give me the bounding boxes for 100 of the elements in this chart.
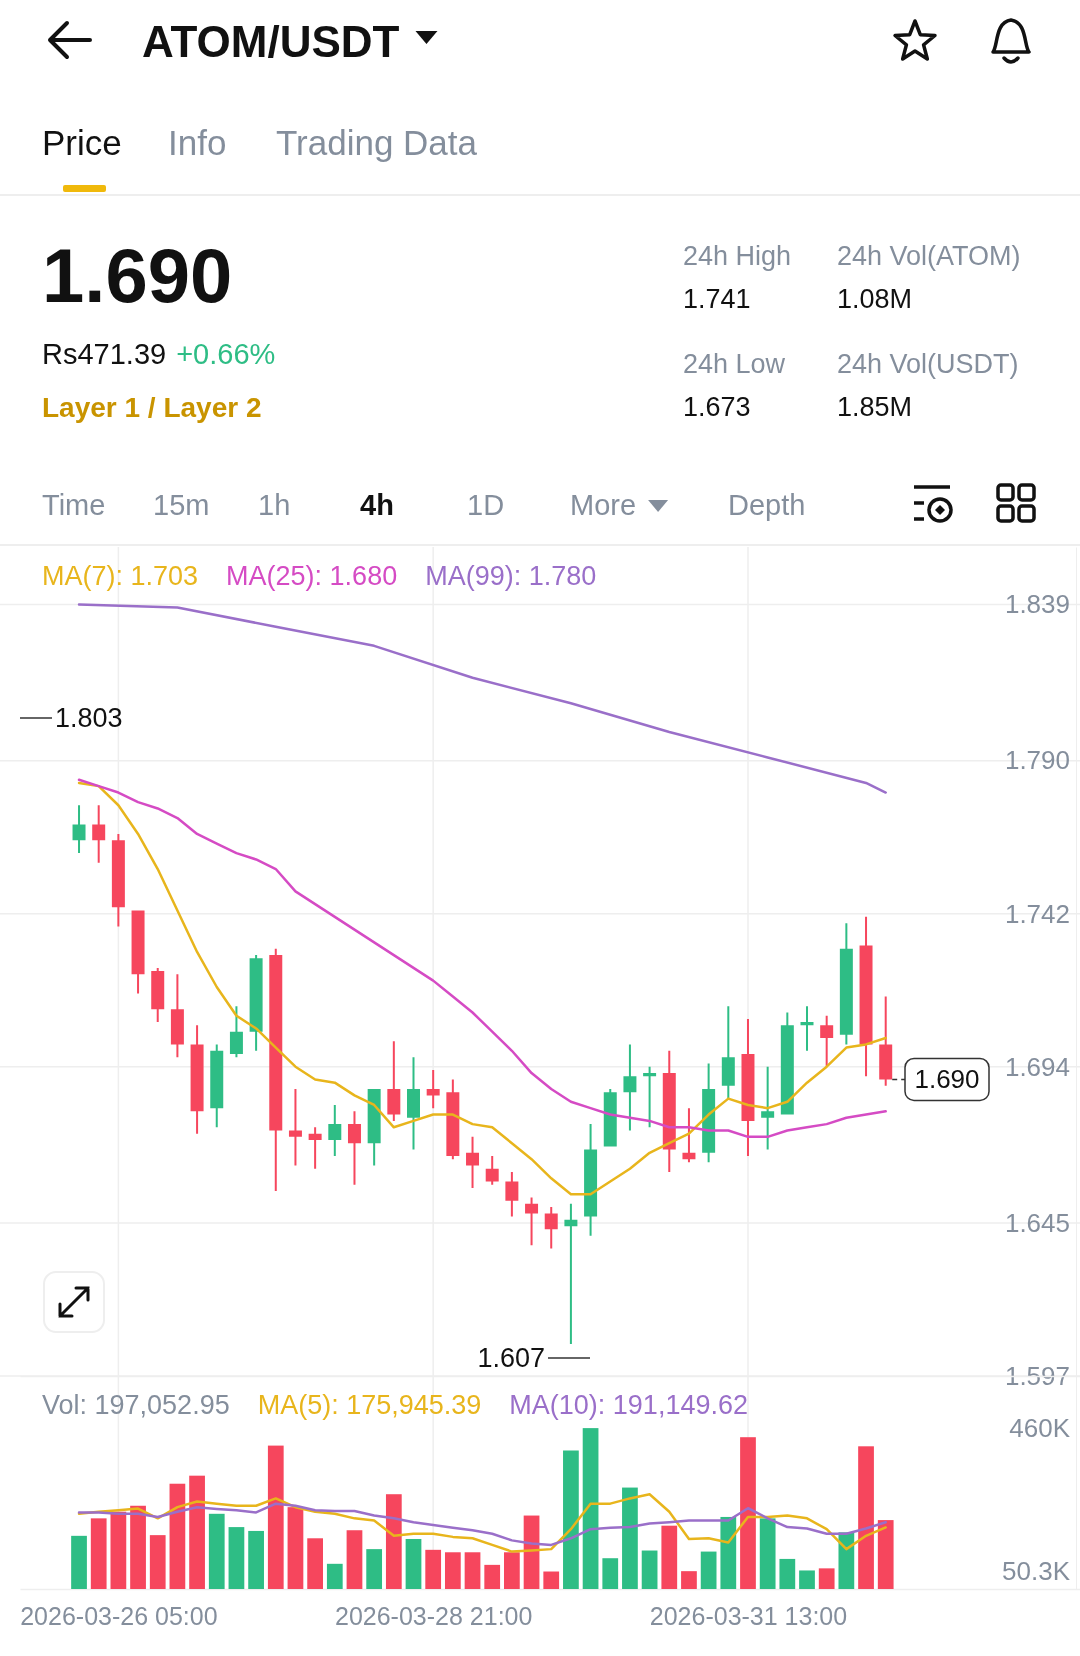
bar: [149, 1535, 166, 1589]
text: MA(10): 191,149.62: [509, 1390, 748, 1420]
candlestick: [328, 1104, 342, 1156]
candlestick: [702, 1063, 716, 1163]
text: 24h High: [683, 241, 792, 271]
text: 1.08M: [837, 284, 913, 314]
candlestick: [229, 1006, 243, 1058]
bar: [681, 1571, 697, 1589]
bar: [169, 1483, 186, 1589]
bar: [307, 1538, 323, 1589]
candlestick: [721, 1006, 735, 1099]
x-tick-label: 2026-03-31 13:00: [649, 1601, 848, 1630]
candlestick: [800, 1006, 814, 1051]
text: MA(7): 1.703: [42, 561, 199, 591]
bar: [326, 1563, 343, 1589]
text: Info: [168, 123, 227, 162]
line-series: [77, 1502, 887, 1547]
candlestick: [170, 974, 184, 1058]
bar: [267, 1445, 284, 1589]
text: Rs471.39: [42, 338, 167, 370]
bar: [661, 1525, 678, 1589]
bar: [110, 1511, 127, 1589]
bar: [858, 1446, 874, 1589]
candlestick: [308, 1127, 322, 1169]
candlestick: [839, 923, 853, 1045]
candlestick: [407, 1057, 420, 1150]
text: 24h Vol(ATOM): [837, 241, 1021, 271]
text: Depth: [728, 489, 806, 521]
candlestick: [72, 805, 86, 854]
candlestick: [111, 833, 125, 927]
candlestick: [131, 910, 145, 994]
text: MA(5): 175,945.39: [257, 1390, 482, 1420]
candlestick: [564, 1203, 578, 1345]
candlestick: [603, 1089, 617, 1147]
bar: [71, 1535, 87, 1589]
candlestick: [466, 1136, 480, 1188]
y-tick-label: 1.742: [1004, 898, 1070, 929]
bar: [582, 1428, 599, 1589]
bar: [700, 1551, 717, 1589]
candlestick: [584, 1124, 598, 1236]
candlestick: [269, 948, 283, 1192]
bar: [740, 1437, 756, 1589]
series-label: Vol: 197,052.95: [42, 1390, 230, 1420]
bar: [366, 1549, 383, 1589]
text: 1.741: [683, 284, 751, 314]
text: 4h: [360, 489, 394, 521]
candlestick: [485, 1156, 499, 1185]
text: Trading Data: [276, 123, 478, 162]
text: Price: [42, 123, 122, 162]
candlestick: [505, 1171, 519, 1217]
bar: [563, 1450, 579, 1589]
candlestick: [367, 1089, 381, 1166]
candlestick: [859, 916, 873, 1077]
text: MA(25): 1.680: [226, 561, 398, 591]
bar: [602, 1558, 619, 1589]
bar: [208, 1513, 225, 1589]
candlestick: [879, 996, 893, 1086]
text: 1.673: [683, 392, 751, 422]
bar: [444, 1552, 461, 1589]
candlestick: [347, 1111, 361, 1185]
y-tick-label: 1.839: [1004, 589, 1070, 620]
bar: [779, 1558, 796, 1589]
text: 15m: [153, 489, 210, 521]
text: Time: [42, 489, 106, 521]
candlestick: [544, 1207, 558, 1249]
candlestick: [662, 1050, 676, 1172]
text: 1h: [258, 489, 291, 521]
bar: [877, 1520, 894, 1589]
bar: [90, 1518, 107, 1589]
text: 1.85M: [837, 392, 913, 422]
bar: [818, 1568, 835, 1589]
bar: [838, 1532, 855, 1589]
candlestick: [288, 1089, 302, 1166]
x-tick-label: 2026-03-28 21:00: [334, 1601, 533, 1630]
bar: [405, 1538, 422, 1589]
bar: [759, 1518, 776, 1589]
text: 1D: [467, 489, 505, 521]
bar: [287, 1507, 304, 1589]
candlestick: [761, 1066, 775, 1150]
candlestick: [741, 1018, 755, 1156]
y-tick-label: 460K: [1009, 1412, 1071, 1443]
y-tick-label: 1.790: [1004, 745, 1070, 776]
candlestick: [92, 805, 106, 863]
candlestick: [387, 1041, 401, 1121]
candlestick: [525, 1197, 539, 1246]
bar: [346, 1530, 363, 1589]
line-series: [77, 1492, 887, 1553]
text: MA(99): 1.780: [425, 561, 597, 591]
text: Layer 1 / Layer 2: [42, 392, 262, 423]
bar: [641, 1550, 658, 1589]
text: 1.690: [42, 233, 233, 318]
bar: [799, 1570, 815, 1589]
text: 24h Vol(USDT): [837, 349, 1019, 379]
y-tick-label: 1.597: [1004, 1360, 1070, 1391]
y-tick-label: 1.694: [1004, 1051, 1070, 1082]
bar: [228, 1527, 245, 1589]
candlestick: [426, 1069, 440, 1109]
candlestick: [210, 1044, 224, 1128]
annotation: 1.803: [55, 703, 123, 733]
candlestick: [643, 1066, 657, 1128]
